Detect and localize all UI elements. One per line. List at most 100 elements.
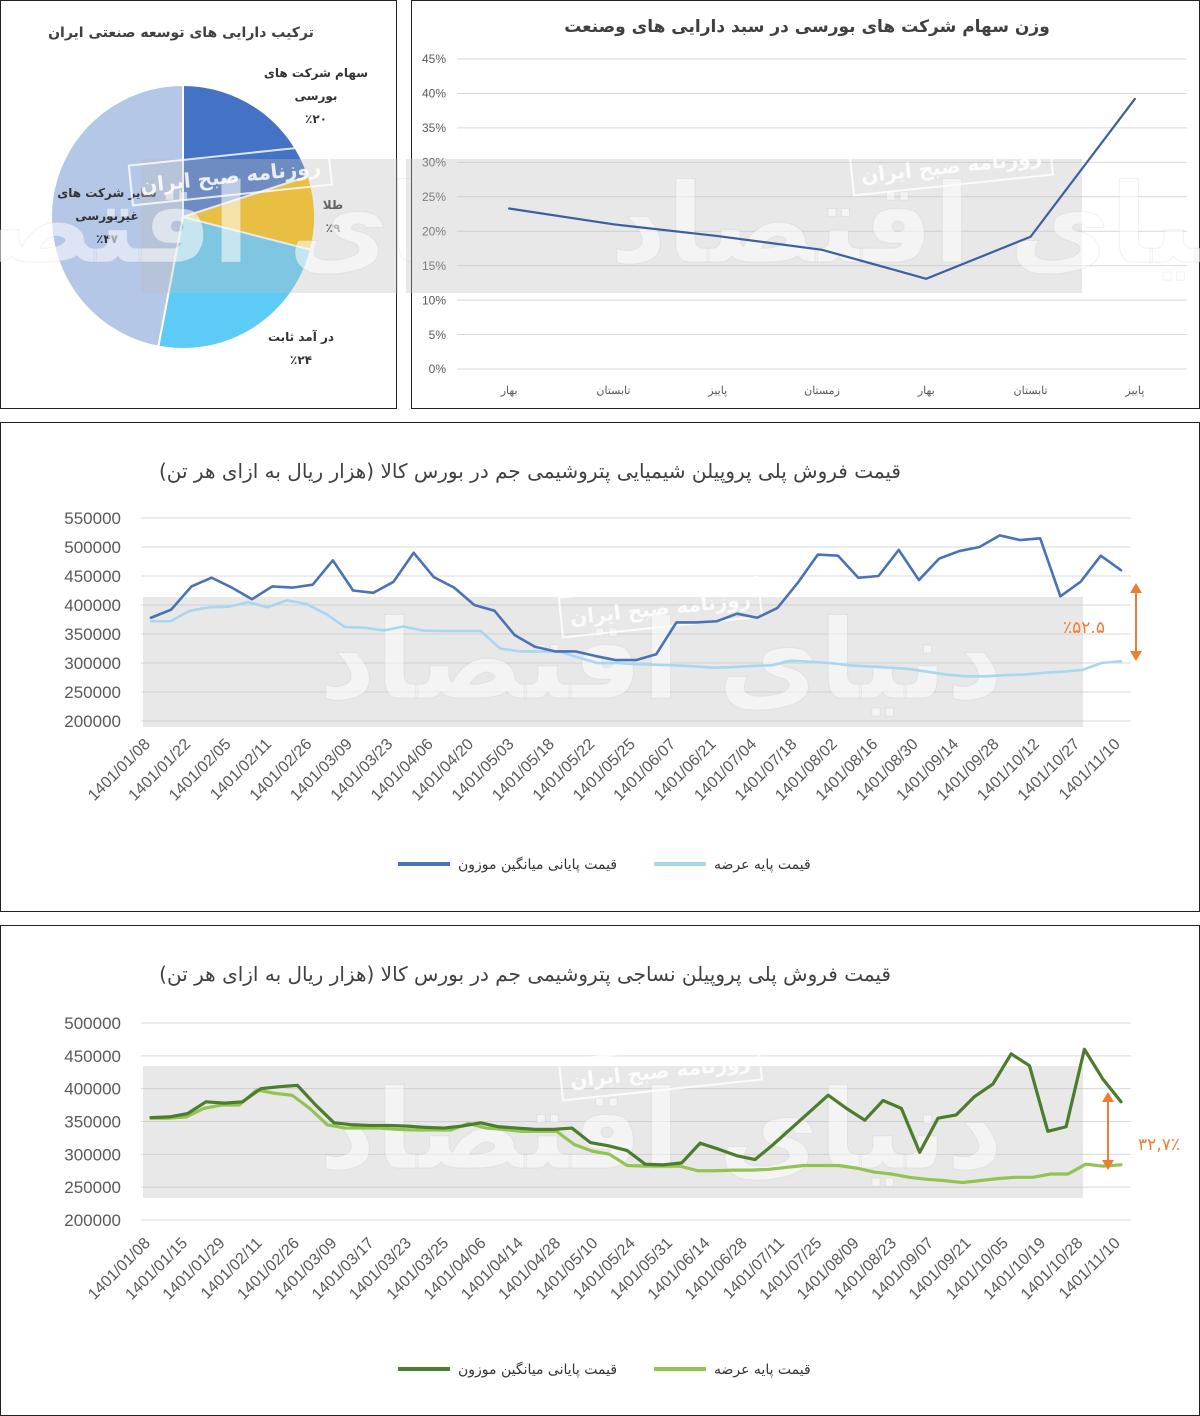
data-point [996, 1178, 999, 1180]
pie-slice [157, 215, 313, 350]
data-point [571, 1127, 573, 1129]
data-point [857, 577, 859, 579]
data-point [453, 587, 455, 589]
data-point [1101, 662, 1103, 664]
pie-chart-panel: ترکیب دارایی های توسعه صنعتی ایران سهام ش… [0, 0, 573, 409]
data-point [326, 1124, 328, 1126]
pie-title: ترکیب دارایی های توسعه صنعتی ایران [48, 25, 314, 41]
data-point [961, 1181, 963, 1184]
data-point [919, 1151, 921, 1153]
y-tick-label: 350000 [64, 625, 121, 644]
data-point [790, 1127, 793, 1129]
data-point [332, 559, 334, 561]
y-tick-label: 400000 [64, 1080, 121, 1099]
data-point [751, 665, 754, 667]
data-point [392, 581, 395, 583]
y-tick-label: 500000 [64, 1014, 121, 1033]
data-point [413, 552, 415, 554]
data-point [397, 1128, 399, 1130]
annotation-label: ٣٢,٧٪ [1138, 1135, 1180, 1155]
data-point [379, 1127, 381, 1129]
data-point [473, 604, 475, 606]
data-point [278, 1086, 280, 1088]
data-point [829, 662, 831, 664]
watermark-brand: دنیای اقتصاد [319, 596, 1003, 724]
data-point [882, 1099, 884, 1102]
annotation-arrow-head-up [1102, 1092, 1114, 1102]
data-point [767, 1168, 769, 1171]
data-point [388, 1124, 390, 1127]
series-line [149, 1088, 1123, 1185]
data-point [150, 1116, 152, 1119]
data-point [1032, 1176, 1034, 1178]
chem-chart-panel: قیمت فروش پلی پروپیلن شیمیایی پتروشیمی ج… [0, 422, 1200, 912]
data-point [1120, 569, 1122, 571]
pie-slice [182, 83, 310, 219]
data-point [837, 555, 839, 557]
data-point [900, 1107, 902, 1109]
data-point [693, 665, 695, 668]
data-point [965, 675, 967, 677]
data-point [655, 653, 657, 655]
data-point [1079, 581, 1082, 583]
data-point [596, 662, 598, 664]
data-point [574, 650, 576, 652]
data-point [480, 630, 482, 632]
pie-chart: ترکیب دارایی های توسعه صنعتی ایران سهام ش… [0, 25, 573, 367]
y-tick-label: 400000 [64, 596, 121, 615]
data-point [1023, 674, 1025, 676]
data-point [635, 659, 637, 661]
y-tick-label: 40% [422, 87, 446, 101]
data-point [756, 617, 758, 619]
data-point [827, 1094, 829, 1096]
data-point [635, 663, 637, 665]
data-point [1081, 669, 1083, 671]
watermark-band [141, 159, 398, 293]
data-point [231, 587, 233, 589]
data-point [499, 647, 501, 650]
data-point [493, 610, 496, 612]
data-point [211, 577, 213, 579]
y-tick-label: 300000 [64, 1145, 121, 1164]
y-tick-label: 0% [429, 362, 447, 376]
data-point [315, 1104, 317, 1106]
x-category-label: بهار [917, 385, 935, 397]
data-point [754, 1158, 756, 1161]
data-point [461, 1125, 463, 1127]
y-tick-label: 35% [422, 121, 446, 135]
y-tick-label: 45% [422, 52, 446, 66]
data-point [333, 1122, 335, 1124]
data-point [992, 1083, 994, 1085]
data-point [594, 655, 597, 657]
data-point [432, 1129, 434, 1131]
data-point [776, 607, 779, 609]
data-point [554, 650, 556, 652]
data-point [538, 650, 540, 652]
data-point [615, 659, 617, 661]
pie-slice-label: ٪۴۷ [96, 232, 119, 246]
data-point [1029, 236, 1032, 238]
data-point [1085, 1163, 1087, 1165]
data-point [926, 1178, 928, 1180]
data-point [383, 629, 385, 632]
data-point [1120, 1164, 1122, 1166]
data-point [352, 589, 354, 592]
data-point [424, 1126, 427, 1129]
data-point [907, 668, 909, 670]
data-point [958, 550, 960, 552]
text-chart-panel: قیمت فروش پلی پروپیلن نساجی پتروشیمی جم … [0, 925, 1200, 1416]
data-point [607, 1145, 610, 1147]
data-point [925, 278, 927, 280]
y-tick-label: 5% [429, 328, 447, 342]
data-point [772, 1143, 774, 1146]
data-point [626, 1149, 628, 1151]
y-tick-label: 20% [422, 224, 446, 238]
data-point [573, 1143, 575, 1146]
watermark-badge-box [557, 1038, 764, 1102]
data-point [654, 664, 657, 666]
data-point [674, 664, 676, 666]
data-point [241, 1101, 244, 1103]
data-point [362, 1127, 364, 1129]
data-point [891, 1173, 893, 1175]
data-point [372, 592, 374, 594]
